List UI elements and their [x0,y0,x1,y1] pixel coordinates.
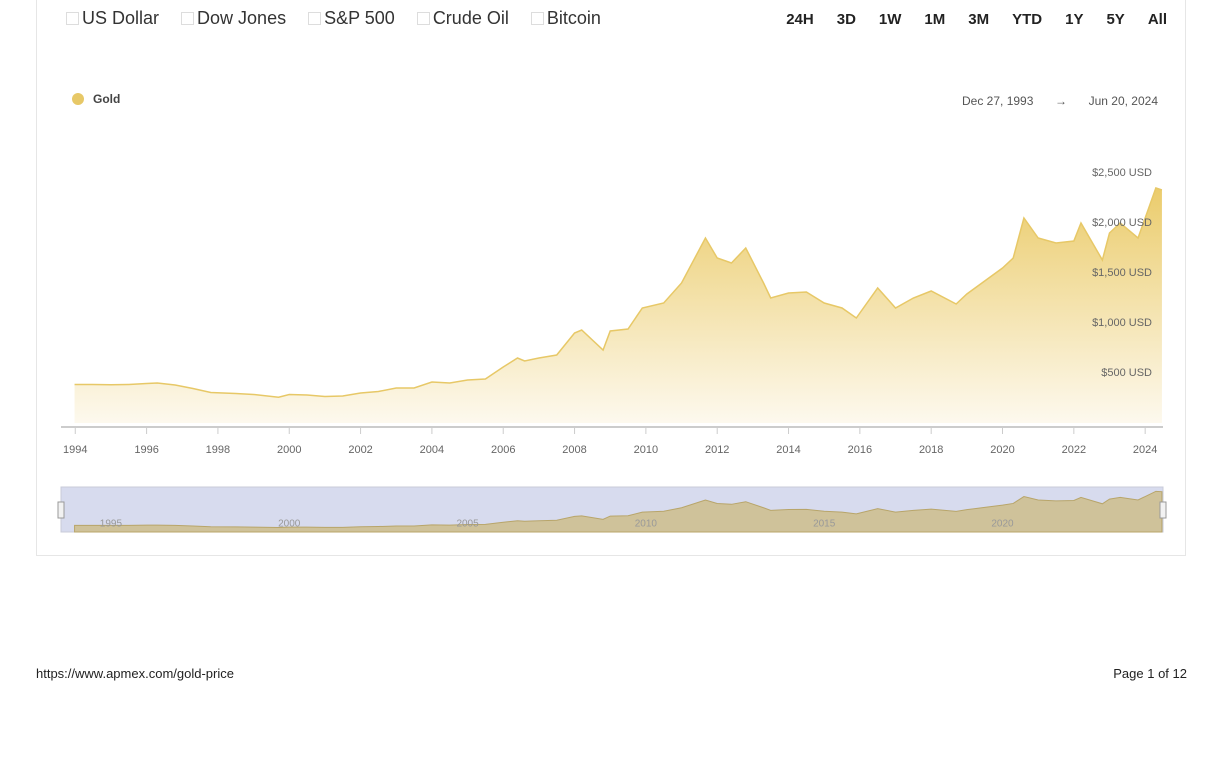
x-tick-label: 1994 [63,444,87,456]
x-tick-label: 2012 [705,444,729,456]
legend-marker [72,93,84,105]
navigator-handle [1159,501,1167,519]
y-tick-label: $500 USD [1101,367,1152,379]
navigator-label: 2000 [278,519,301,530]
compare-option[interactable]: Crude Oil [416,8,509,29]
y-tick-label: $2,000 USD [1092,217,1152,229]
footer-url: https://www.apmex.com/gold-price [36,666,234,681]
line [74,187,1163,398]
compare-label: US Dollar [82,8,160,28]
navigator-handle [57,501,65,519]
x-tick-label: 2010 [634,444,658,456]
checkbox[interactable] [66,12,79,25]
navigator-label: 1995 [100,519,123,530]
area [74,188,1162,423]
y-tick-label: $1,000 USD [1092,317,1152,329]
x-tick-label: 2006 [491,444,515,456]
navigator-label: 2005 [456,519,479,530]
checkbox[interactable] [181,12,195,25]
y-tick-label: $1,500 USD [1092,267,1152,279]
checkbox[interactable] [308,12,322,25]
x-tick-label: 2000 [277,444,301,456]
range-button[interactable]: All [1147,11,1167,28]
navigator-label: 2020 [991,519,1014,530]
x-tick-label: 2004 [420,444,444,456]
range-button[interactable]: 3M [968,11,990,28]
compare-list: US Dollar Dow Jones S&P 500 Crude Oil Bitcoi… [66,8,601,29]
x-tick-label: 2016 [848,444,872,456]
compare-option[interactable]: Bitcoin [530,8,601,29]
compare-label: S&P 500 [324,8,395,28]
date-to: Jun 20, 2024 [1089,94,1159,108]
legend-label: Gold [93,92,120,106]
x-tick-label: 1998 [206,444,230,456]
x-tick-label: 2014 [776,444,800,456]
chart: Dec 27, 1993 → Jun 20, 2024 Gold $500 USD… [57,92,1167,533]
range-button[interactable]: 1M [924,11,946,28]
compare-label: Bitcoin [546,8,601,28]
x-tick-label: 2020 [990,444,1014,456]
navigator-label: 2015 [813,519,836,530]
range-button[interactable]: 1W [878,11,902,28]
compare-label: Dow Jones [197,8,287,28]
checkbox[interactable] [530,12,544,25]
compare-option[interactable]: S&P 500 [308,8,395,29]
x-tick-label: 2008 [562,444,586,456]
compare-label: Crude Oil [432,8,509,28]
compare-option[interactable]: Dow Jones [181,8,286,29]
chart-card [36,0,1186,556]
range-button[interactable]: 5Y [1106,11,1125,28]
x-tick-label: 1996 [134,444,158,456]
range-button[interactable]: YTD [1012,11,1043,28]
x-tick-label: 2024 [1133,444,1157,456]
range-button[interactable]: 1Y [1065,11,1084,28]
range-buttons: 24H 3D 1W 1M 3M YTD 1Y 5Y All [786,11,1167,28]
navigator-area [74,490,1163,533]
navigator-label: 2010 [635,519,658,530]
y-tick-label: $2,500 USD [1092,167,1152,179]
compare-option[interactable]: US Dollar [66,8,159,29]
range-button[interactable]: 24H [786,11,814,28]
x-tick-label: 2022 [1062,444,1086,456]
x-tick-label: 2018 [919,444,943,456]
date-separator: → [1055,94,1067,108]
footer-page: Page 1 of 12 [1113,666,1187,681]
x-tick-label: 2002 [348,444,372,456]
date-from: Dec 27, 1993 [962,94,1034,108]
range-button[interactable]: 3D [836,11,856,28]
checkbox[interactable] [416,12,430,25]
